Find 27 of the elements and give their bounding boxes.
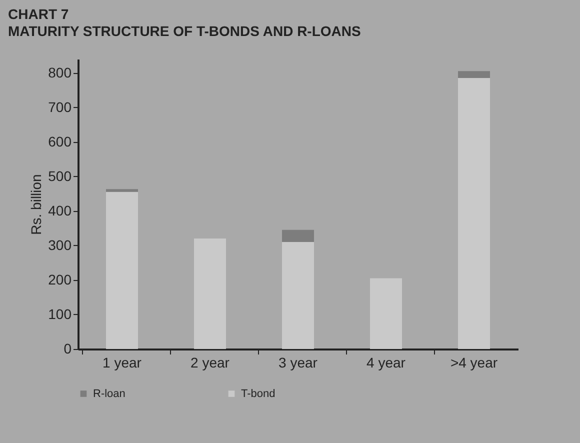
legend-label: T-bond [241, 388, 276, 400]
bar [282, 242, 314, 349]
chart-subtitle: MATURITY STRUCTURE OF T-BONDS AND R-LOANS [8, 23, 361, 39]
x-tick-label: 4 year [366, 354, 406, 370]
bar [458, 71, 490, 78]
x-tick-label: 2 year [190, 354, 230, 370]
bar [106, 189, 138, 192]
y-tick-label: 300 [48, 236, 72, 253]
bar [194, 238, 226, 349]
y-tick-label: 600 [48, 133, 72, 150]
y-tick-label: 200 [48, 271, 72, 288]
legend-label: R-loan [93, 388, 126, 400]
y-tick-label: 400 [48, 202, 72, 218]
x-tick-label: 3 year [278, 354, 318, 370]
x-tick-label: >4 year [450, 354, 498, 370]
bar [282, 230, 314, 242]
chart-title: CHART 7 [8, 6, 69, 22]
y-tick-label: 0 [64, 340, 72, 356]
y-axis-title: Rs. billion [28, 174, 44, 235]
bar [106, 192, 138, 349]
bar [370, 278, 402, 349]
bar [458, 78, 490, 349]
y-tick-label: 800 [48, 64, 72, 80]
y-tick-label: 700 [48, 98, 72, 115]
x-tick-label: 1 year [102, 354, 142, 370]
y-tick-label: 100 [48, 306, 72, 322]
y-tick-label: 500 [48, 168, 72, 184]
